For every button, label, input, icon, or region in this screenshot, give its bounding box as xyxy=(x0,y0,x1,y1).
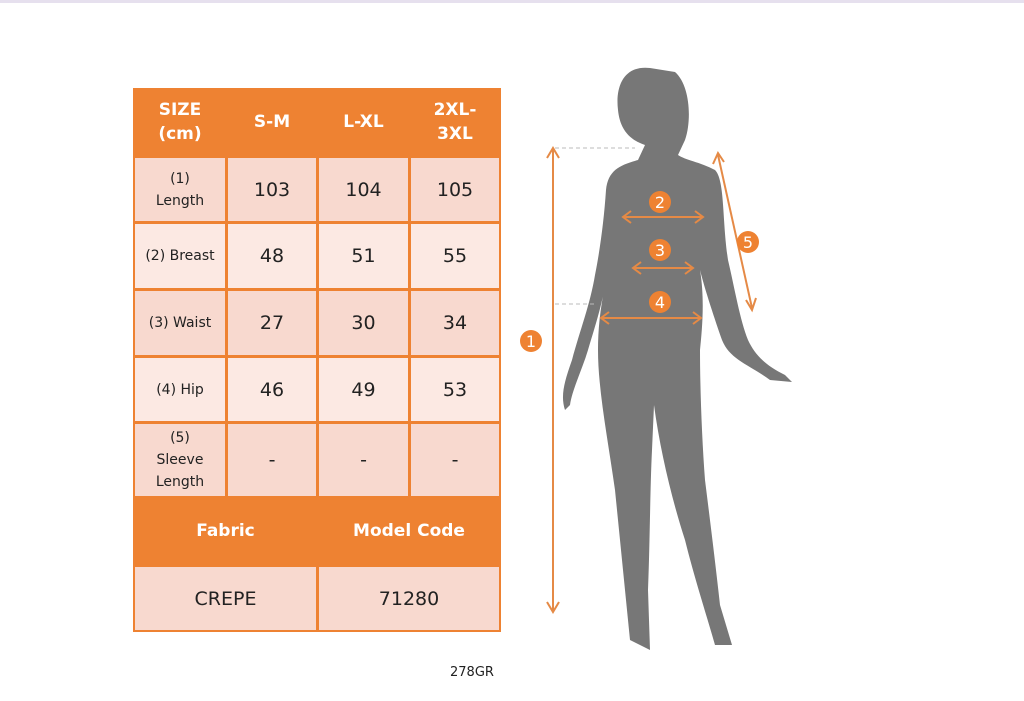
size-value: 49 xyxy=(319,358,408,421)
measurement-marker-label: 3 xyxy=(655,241,665,260)
footer-value-cell: 71280 xyxy=(319,567,499,630)
size-chart-table: SIZE (cm) S-M L-XL 2XL- 3XL (1) Length 103 104… xyxy=(133,88,501,632)
measurement-marker xyxy=(649,239,671,261)
size-value: 53 xyxy=(411,358,499,421)
measurement-marker-label: 5 xyxy=(743,233,753,252)
size-value: - xyxy=(411,424,499,496)
header-cell: L-XL xyxy=(343,112,384,132)
measurement-marker xyxy=(520,330,542,352)
size-value: 48 xyxy=(228,224,316,288)
measurement-marker-label: 4 xyxy=(655,293,665,312)
product-code-caption: 278GR xyxy=(450,665,494,680)
window-top-border xyxy=(0,0,1024,3)
row-label: (2) Breast xyxy=(135,224,225,288)
header-cell: SIZE (cm) xyxy=(158,100,202,144)
footer-header-cell: Fabric xyxy=(196,521,255,541)
size-value: 104 xyxy=(319,158,408,221)
measurement-marker-label: 1 xyxy=(526,332,536,351)
footer-header-cell: Model Code xyxy=(353,521,465,541)
row-label: (5) Sleeve Length xyxy=(135,424,225,496)
row-label: (3) Waist xyxy=(135,291,225,355)
size-value: 30 xyxy=(319,291,408,355)
size-value: 55 xyxy=(411,224,499,288)
size-value: 27 xyxy=(228,291,316,355)
measurement-marker xyxy=(649,291,671,313)
measurement-marker-label: 2 xyxy=(655,193,665,212)
body-measurement-figure: 1 2 3 4 5 xyxy=(520,67,792,651)
size-value: 46 xyxy=(228,358,316,421)
measurement-marker xyxy=(649,191,671,213)
size-value: - xyxy=(319,424,408,496)
row-label: (1) Length xyxy=(135,158,225,221)
measurement-marker xyxy=(737,231,759,253)
size-value: 105 xyxy=(411,158,499,221)
header-cell: 2XL- 3XL xyxy=(433,100,477,144)
header-cell: S-M xyxy=(253,112,291,132)
size-value: 34 xyxy=(411,291,499,355)
size-value: 51 xyxy=(319,224,408,288)
footer-value-cell: CREPE xyxy=(135,567,316,630)
size-value: 103 xyxy=(228,158,316,221)
woman-silhouette xyxy=(562,67,792,651)
row-label: (4) Hip xyxy=(135,358,225,421)
size-value: - xyxy=(228,424,316,496)
